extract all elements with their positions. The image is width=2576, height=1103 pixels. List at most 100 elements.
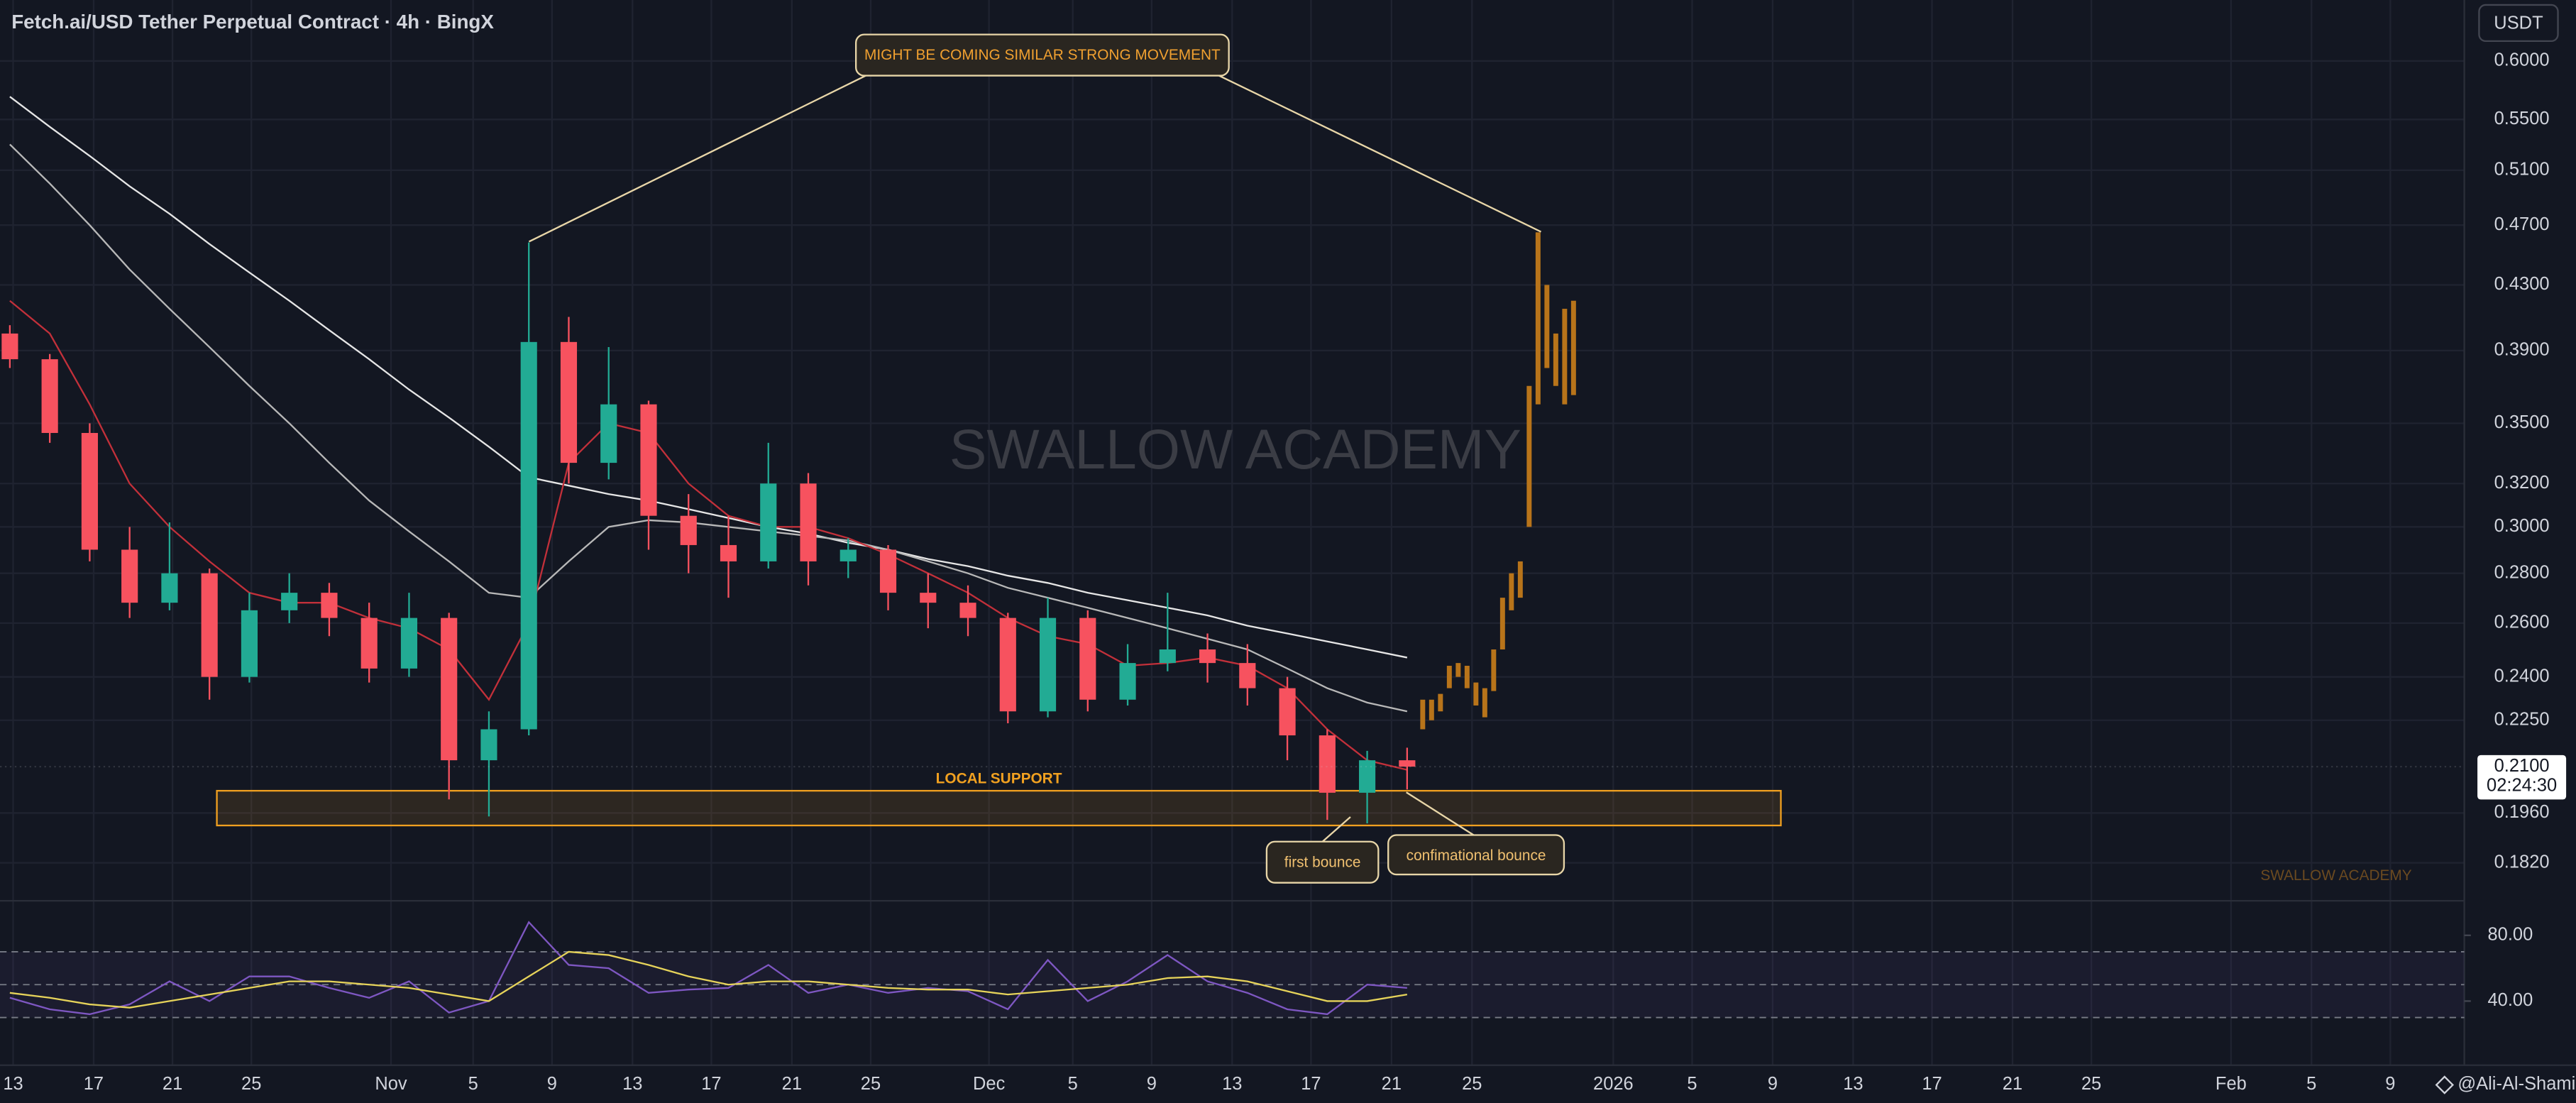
- x-tick-label: 13: [1222, 1074, 1242, 1094]
- y-tick-label: 0.3500: [2494, 412, 2550, 432]
- projection-bar: [1526, 385, 1532, 527]
- x-tick-label: 25: [861, 1074, 881, 1094]
- x-tick-label: 17: [84, 1074, 104, 1094]
- projection-bar: [1491, 649, 1497, 691]
- x-tick-label: 5: [1687, 1074, 1697, 1094]
- candle-body: [321, 593, 338, 618]
- candle-body: [480, 729, 497, 761]
- candle-body: [1039, 618, 1057, 712]
- x-tick-label: 13: [622, 1074, 642, 1094]
- candle-body: [400, 618, 418, 669]
- projection-bar: [1438, 693, 1443, 712]
- projection-bar: [1535, 232, 1541, 405]
- x-tick-label: 5: [1068, 1074, 1078, 1094]
- callout-connector: [1218, 75, 1542, 233]
- x-tick-label: 2026: [1593, 1074, 1634, 1094]
- moving-average: [9, 96, 1408, 659]
- projection-bar: [1464, 666, 1470, 688]
- y-tick-label: 0.2800: [2494, 562, 2550, 582]
- projection-bar: [1553, 333, 1558, 386]
- currency: USDT: [2494, 13, 2543, 33]
- rsi-line: [9, 950, 1408, 1009]
- candle-body: [281, 593, 298, 610]
- callout-box[interactable]: [854, 33, 1230, 77]
- candle-body: [201, 573, 218, 677]
- y-tick-label: 0.5100: [2494, 160, 2550, 180]
- projection-bar: [1499, 598, 1505, 649]
- callout-box[interactable]: [1387, 834, 1565, 876]
- projection-bar: [1455, 663, 1461, 677]
- y-tick-label: 0.4300: [2494, 274, 2550, 294]
- watermark: SWALLOW ACADEMY: [950, 418, 1521, 481]
- x-tick-label: Feb: [2216, 1074, 2247, 1094]
- candle-body: [1, 333, 18, 360]
- candle-body: [121, 549, 138, 603]
- chart-title: Fetch.ai/USD Tether Perpetual Contract ·…: [11, 11, 494, 33]
- y-tick-label: 0.1960: [2494, 802, 2550, 822]
- projection-bar: [1429, 699, 1434, 720]
- countdown: 02:24:30: [2487, 776, 2557, 796]
- x-tick-label: 21: [782, 1074, 802, 1094]
- callout-box[interactable]: [1265, 840, 1380, 884]
- author: @Ali-Al-Shami: [2457, 1074, 2575, 1094]
- candle-body: [959, 603, 976, 618]
- candle-body: [760, 483, 777, 561]
- x-tick-label: 21: [163, 1074, 182, 1094]
- candle-body: [1239, 663, 1256, 688]
- candle-body: [840, 549, 857, 561]
- candle-body: [999, 618, 1016, 712]
- x-tick-label: 13: [3, 1074, 23, 1094]
- moving-average: [9, 143, 1408, 713]
- callout-connector: [1321, 816, 1351, 843]
- x-tick-label: 13: [1843, 1074, 1863, 1094]
- y-tick-label: 0.2600: [2494, 613, 2550, 632]
- x-tick-label: 17: [701, 1074, 721, 1094]
- projection-bar: [1562, 309, 1568, 405]
- candle-body: [879, 549, 897, 593]
- candle-body: [1159, 649, 1176, 664]
- x-tick-label: 5: [2306, 1074, 2316, 1094]
- support-zone: [216, 789, 1782, 827]
- candle-body: [920, 593, 937, 603]
- last-price-box: [2477, 754, 2567, 800]
- projection-bar: [1570, 300, 1576, 395]
- x-tick-label: 25: [2081, 1074, 2101, 1094]
- candle-body: [1079, 618, 1096, 700]
- candle-body: [720, 544, 737, 561]
- candle-body: [800, 483, 817, 561]
- candle-body: [1279, 688, 1296, 736]
- annotations: MIGHT BE COMING SIMILAR STRONG MOVEMENT …: [528, 33, 1565, 884]
- x-tick-label: 9: [1147, 1074, 1157, 1094]
- candle-body: [1319, 735, 1336, 793]
- callout-text: first bounce: [1284, 854, 1361, 870]
- support-label: LOCAL SUPPORT: [936, 770, 1062, 786]
- x-tick-label: 17: [1922, 1074, 1942, 1094]
- projection-bar: [1473, 682, 1479, 706]
- y-tick-label: 0.3900: [2494, 340, 2550, 360]
- callout-connector: [1406, 791, 1475, 836]
- grid: [0, 0, 2465, 1065]
- candle-body: [1399, 760, 1416, 767]
- y-tick-label: 0.1820: [2494, 852, 2550, 872]
- x-tick-label: 5: [468, 1074, 478, 1094]
- currency-button[interactable]: [2478, 4, 2559, 43]
- y-tick-label: 40.00: [2488, 990, 2533, 1010]
- callout-text: MIGHT BE COMING SIMILAR STRONG MOVEMENT: [864, 47, 1221, 63]
- x-tick-label: Nov: [375, 1074, 407, 1094]
- plot: LOCAL SUPPORT: [0, 96, 2465, 1019]
- signature: SWALLOW ACADEMY: [2260, 867, 2411, 884]
- x-tick-label: 9: [2385, 1074, 2395, 1094]
- y-tick-label: 0.3200: [2494, 473, 2550, 493]
- candle-body: [81, 432, 98, 550]
- candle-body: [520, 341, 537, 730]
- y-tick-label: 0.5500: [2494, 109, 2550, 128]
- x-tick-label: Dec: [973, 1074, 1006, 1094]
- rsi-line: [9, 921, 1407, 1016]
- projection-bar: [1509, 573, 1514, 610]
- candle-body: [360, 618, 378, 669]
- callout-connector: [528, 75, 866, 243]
- projection-bar: [1482, 688, 1487, 718]
- x-tick-label: 25: [1462, 1074, 1482, 1094]
